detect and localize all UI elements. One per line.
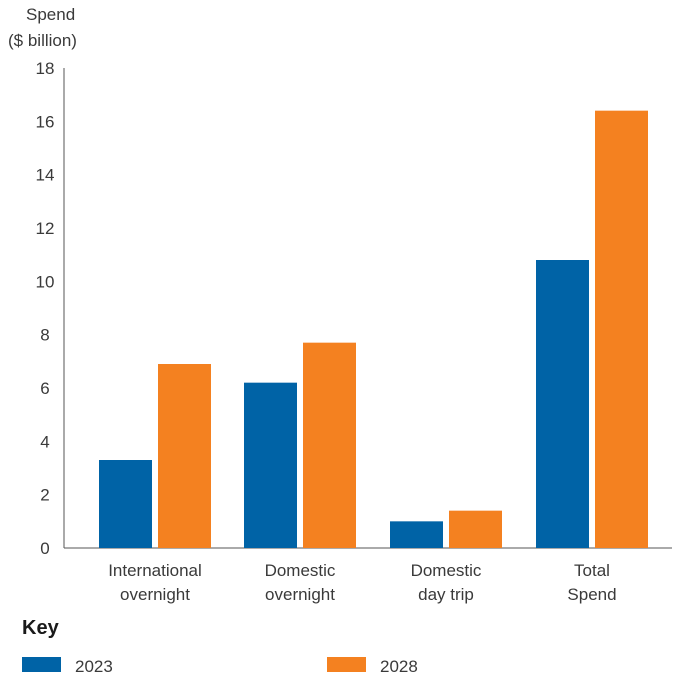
- x-category-label: overnight: [120, 585, 190, 604]
- bar-2028: [158, 364, 211, 548]
- y-tick-label: 12: [36, 219, 55, 238]
- legend-title: Key: [22, 617, 60, 639]
- bar-2023: [244, 382, 297, 548]
- y-tick-label: 16: [36, 112, 55, 131]
- y-tick-label: 10: [36, 272, 55, 291]
- y-tick-label: 4: [40, 432, 49, 451]
- y-axis-label-line-2: ($ billion): [8, 31, 77, 50]
- y-axis-label-line-1: Spend: [26, 5, 75, 24]
- legend: Key 2023 2028: [22, 617, 418, 676]
- bar-2028: [303, 342, 356, 548]
- bar-2023: [390, 521, 443, 548]
- x-category-label: Domestic: [265, 561, 336, 580]
- y-axis-ticks: 0 2 4 6 8 10 12 14 16 18: [36, 59, 55, 558]
- x-category-label: Spend: [567, 585, 616, 604]
- bar-2028: [595, 110, 648, 549]
- legend-swatch-2023: [22, 657, 61, 672]
- y-tick-label: 2: [40, 486, 49, 505]
- legend-label-2028: 2028: [380, 657, 418, 676]
- bar-2023: [536, 260, 589, 548]
- y-tick-label: 0: [40, 539, 49, 558]
- y-tick-label: 8: [40, 326, 49, 345]
- y-tick-label: 14: [36, 166, 55, 185]
- x-category-label: day trip: [418, 585, 474, 604]
- x-category-label: Domestic: [411, 561, 482, 580]
- y-axis-label: Spend ($ billion): [8, 5, 77, 50]
- x-category-label: International: [108, 561, 202, 580]
- bar-2023: [99, 460, 152, 548]
- x-category-label: Total: [574, 561, 610, 580]
- x-category-label: overnight: [265, 585, 335, 604]
- legend-swatch-2028: [327, 657, 366, 672]
- bar-2028: [449, 510, 502, 548]
- y-tick-label: 6: [40, 379, 49, 398]
- legend-label-2023: 2023: [75, 657, 113, 676]
- bars: [99, 110, 648, 549]
- y-tick-label: 18: [36, 59, 55, 78]
- x-axis-categories: International overnight Domestic overnight D…: [108, 561, 616, 604]
